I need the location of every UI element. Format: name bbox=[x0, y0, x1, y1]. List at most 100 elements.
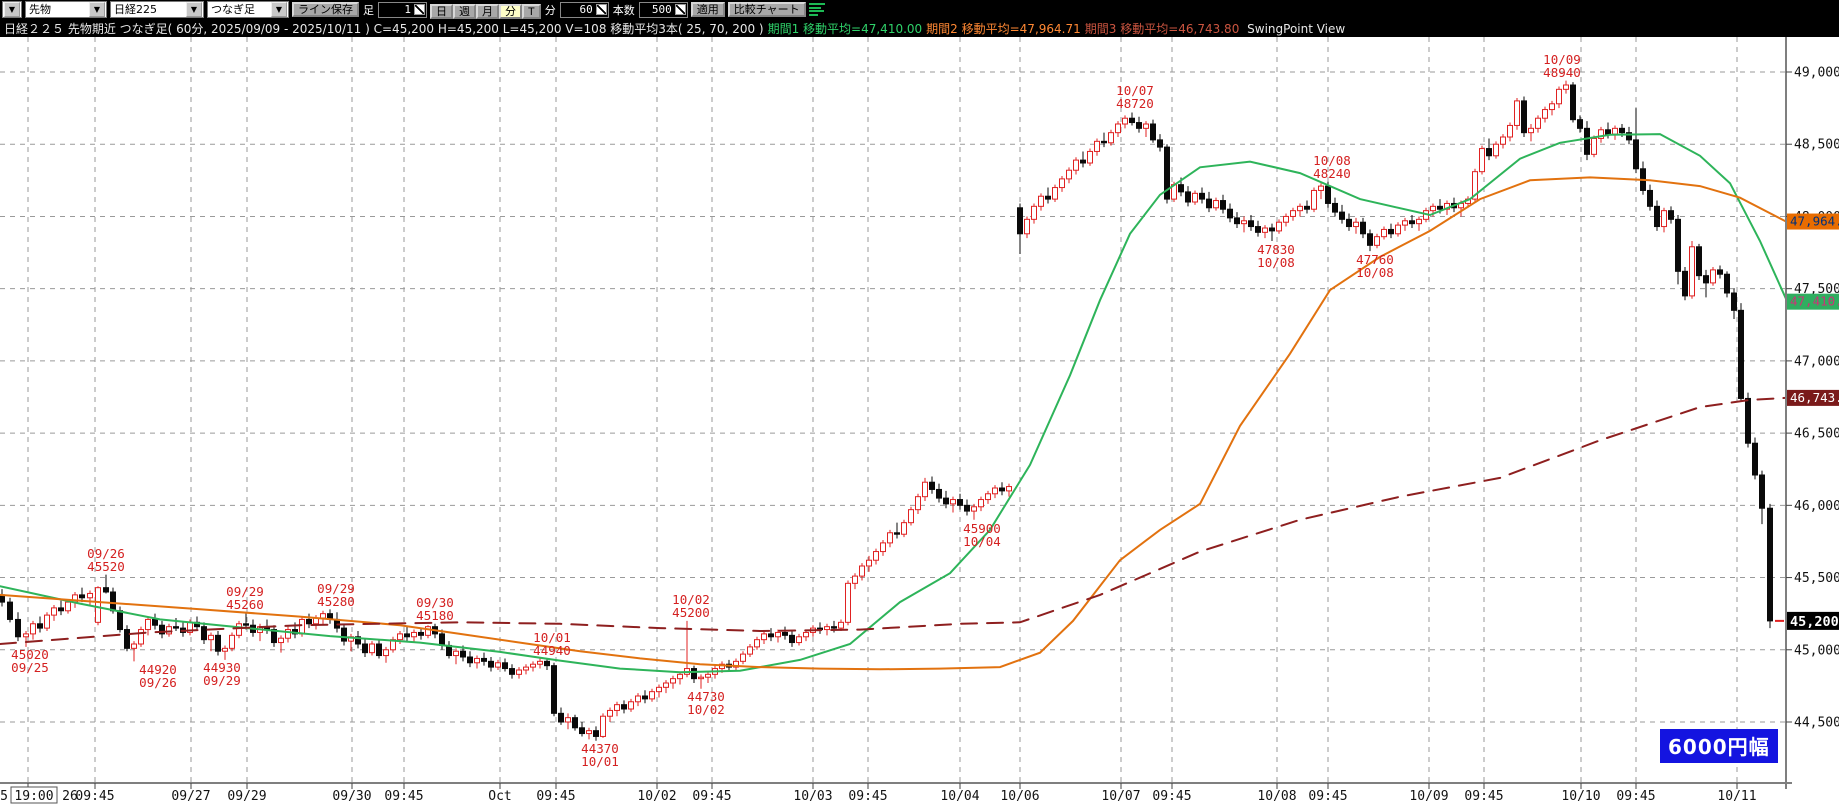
candle-body bbox=[1276, 221, 1282, 232]
candle-body bbox=[1570, 84, 1576, 121]
candle-body bbox=[901, 522, 907, 535]
candle bbox=[670, 675, 676, 689]
candle-body bbox=[299, 618, 305, 635]
y-tick-label: 45,500.00 bbox=[1794, 571, 1839, 586]
candle bbox=[873, 548, 879, 565]
candle-body bbox=[1563, 84, 1569, 90]
period-button-週[interactable]: 週 bbox=[453, 4, 476, 19]
candle bbox=[495, 659, 501, 670]
candle bbox=[1570, 82, 1576, 123]
market-select[interactable]: 先物 ▼ bbox=[25, 1, 107, 18]
apply-button[interactable]: 適用 bbox=[690, 2, 725, 17]
x-tick-label: 09:45 bbox=[1464, 789, 1503, 804]
bar-count-field[interactable] bbox=[379, 3, 413, 16]
candle-body bbox=[607, 709, 613, 717]
candle-body bbox=[936, 488, 942, 499]
candle-body bbox=[1262, 227, 1268, 233]
candle bbox=[1472, 168, 1478, 202]
candle bbox=[1339, 204, 1345, 224]
candle bbox=[1381, 226, 1387, 240]
chart-type-select[interactable]: つなぎ足 ▼ bbox=[207, 1, 289, 18]
price-marker-text: 47,410.00 bbox=[1790, 294, 1839, 309]
candle bbox=[1045, 187, 1051, 204]
price-marker-box bbox=[1787, 293, 1839, 310]
candle bbox=[1633, 108, 1639, 174]
candle-body bbox=[544, 660, 550, 667]
mini-dropdown[interactable]: ▼ bbox=[2, 1, 22, 18]
swing-line2: 10/08 bbox=[1257, 255, 1295, 270]
ma-line-period25 bbox=[0, 133, 1787, 674]
candle bbox=[1164, 144, 1170, 204]
candle bbox=[159, 620, 165, 639]
minute-input[interactable] bbox=[559, 1, 609, 18]
count-input[interactable] bbox=[638, 1, 688, 18]
candle bbox=[964, 499, 970, 516]
y-tick-label: 48,500.00 bbox=[1794, 138, 1839, 153]
candle-body bbox=[1038, 195, 1044, 207]
candle bbox=[1388, 223, 1394, 239]
swing-line1: 09/29 bbox=[317, 581, 355, 596]
candle-body bbox=[1472, 171, 1478, 200]
bar-count-input[interactable] bbox=[378, 1, 427, 18]
candle-body bbox=[1136, 122, 1142, 129]
spinner-icon[interactable] bbox=[595, 4, 607, 15]
candle-body bbox=[1633, 139, 1639, 170]
candle bbox=[208, 632, 214, 652]
candle-body bbox=[1696, 246, 1702, 277]
ma-line-period200 bbox=[0, 396, 1787, 645]
candle bbox=[1409, 215, 1415, 228]
candle bbox=[656, 684, 662, 698]
candle bbox=[1577, 115, 1583, 133]
x-tick-label: 09:45 bbox=[692, 789, 731, 804]
period-button-T[interactable]: T bbox=[522, 4, 541, 19]
period-button-日[interactable]: 日 bbox=[430, 4, 453, 19]
candle bbox=[222, 645, 228, 660]
x-tick-label: 26 bbox=[62, 789, 78, 804]
green-bars-icon[interactable] bbox=[808, 2, 827, 17]
period-button-分[interactable]: 分 bbox=[499, 4, 522, 19]
swing-line1: 47830 bbox=[1257, 242, 1295, 257]
period-button-月[interactable]: 月 bbox=[476, 4, 499, 19]
candle-body bbox=[1192, 192, 1198, 203]
symbol-select[interactable]: 日経225 ▼ bbox=[110, 1, 204, 18]
compare-chart-button[interactable]: 比較チャート bbox=[727, 2, 806, 17]
candle bbox=[453, 648, 459, 665]
candle-body bbox=[1731, 292, 1737, 311]
candle-body bbox=[117, 610, 123, 631]
candle-body bbox=[1528, 127, 1534, 134]
chevron-down-icon: ▼ bbox=[271, 2, 287, 17]
count-field[interactable] bbox=[639, 3, 674, 16]
candle-body bbox=[1500, 136, 1506, 145]
candle-body bbox=[1577, 119, 1583, 129]
x-tick-label: 10/04 bbox=[940, 789, 979, 804]
candle bbox=[775, 629, 781, 643]
candle bbox=[44, 612, 50, 631]
ma-line-period70 bbox=[0, 176, 1787, 671]
spinner-icon[interactable] bbox=[414, 4, 425, 15]
candle bbox=[87, 590, 93, 607]
candle bbox=[1024, 216, 1030, 239]
minute-field[interactable] bbox=[560, 3, 595, 16]
candle-body bbox=[243, 623, 249, 626]
candle bbox=[530, 661, 536, 672]
candle-body bbox=[558, 712, 564, 723]
x-tick-label: 09/30 bbox=[332, 789, 371, 804]
candle-body bbox=[1745, 397, 1751, 444]
candle bbox=[1248, 215, 1254, 231]
candle bbox=[586, 727, 592, 740]
candle-body bbox=[1647, 189, 1653, 207]
candle-body bbox=[58, 607, 64, 612]
save-lines-button[interactable]: ライン保存 bbox=[292, 2, 359, 17]
candle-body bbox=[579, 727, 585, 735]
candle-body bbox=[1150, 123, 1156, 141]
candle-body bbox=[1689, 246, 1695, 297]
spinner-icon[interactable] bbox=[674, 4, 686, 15]
candle-body bbox=[621, 704, 627, 710]
